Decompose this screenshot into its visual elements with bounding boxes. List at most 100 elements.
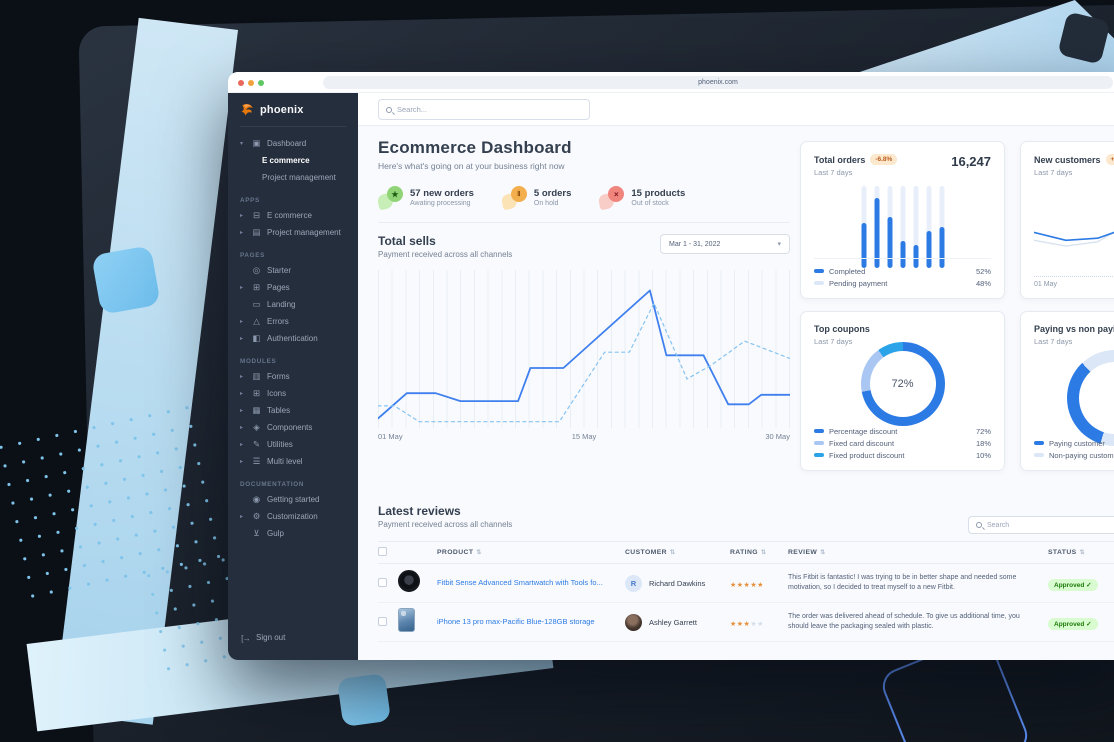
brand-logo[interactable]: phoenix bbox=[240, 93, 346, 127]
sidebar-item-landing[interactable]: Landing bbox=[240, 296, 346, 313]
new-customers-x-axis: 01 May bbox=[1034, 276, 1114, 288]
chevron-right-icon bbox=[240, 284, 246, 291]
product-link[interactable]: Fitbit Sense Advanced Smartwatch with To… bbox=[437, 578, 603, 588]
sidebar-item-errors[interactable]: Errors bbox=[240, 313, 346, 330]
col-status[interactable]: STATUS bbox=[1048, 541, 1114, 564]
decor-blue-square bbox=[91, 245, 161, 315]
total-orders-value: 16,247 bbox=[951, 154, 991, 169]
stat-orders-on-hold: Ⅱ 5 orders On hold bbox=[500, 186, 571, 211]
cart-icon bbox=[251, 210, 262, 221]
chevron-right-icon bbox=[240, 458, 246, 465]
reviews-table: PRODUCT CUSTOMER RATING REVIEW STATUS bbox=[378, 541, 1114, 642]
stat-out-of-stock: × 15 products Out of stock bbox=[597, 186, 685, 211]
sidebar: phoenix Dashboard E commerce Project man… bbox=[228, 93, 358, 660]
sidebar-item-components[interactable]: Components bbox=[240, 419, 346, 436]
browser-window: phoenix.com phoenix Dashboard E commerce bbox=[228, 72, 1114, 660]
col-customer[interactable]: CUSTOMER bbox=[625, 541, 730, 564]
product-image-iphone[interactable] bbox=[398, 607, 415, 632]
chevron-down-icon bbox=[240, 140, 246, 147]
review-text: This Fitbit is fantastic! I was trying t… bbox=[788, 573, 1017, 591]
product-link[interactable]: iPhone 13 pro max-Pacific Blue-128GB sto… bbox=[437, 617, 595, 627]
rating-stars: ★★★★★ bbox=[730, 582, 764, 589]
main-area: Search... Ecommerce Dashboard Here's wha… bbox=[358, 93, 1114, 660]
sidebar-item-utilities[interactable]: Utilities bbox=[240, 436, 346, 453]
url-bar[interactable]: phoenix.com bbox=[323, 76, 1113, 89]
rocket-icon bbox=[251, 494, 262, 505]
sidebar-item-project-management[interactable]: Project management bbox=[262, 173, 336, 182]
window-icon bbox=[251, 138, 262, 149]
col-review[interactable]: REVIEW bbox=[788, 541, 1048, 564]
review-text: The order was delivered ahead of schedul… bbox=[788, 612, 1020, 630]
product-image-smartwatch[interactable] bbox=[398, 569, 420, 592]
search-icon bbox=[386, 106, 392, 113]
sidebar-section-apps: APPS bbox=[240, 197, 260, 204]
sidebar-item-gulp[interactable]: Gulp bbox=[240, 525, 346, 542]
col-product[interactable] bbox=[398, 541, 437, 564]
status-badge: Approved bbox=[1048, 579, 1098, 591]
warning-icon bbox=[251, 316, 262, 327]
paying-donut bbox=[1067, 350, 1114, 446]
sidebar-item-apps-project-management[interactable]: Project management bbox=[240, 224, 346, 241]
page-title: Ecommerce Dashboard bbox=[378, 138, 572, 157]
global-search-input[interactable]: Search... bbox=[378, 99, 590, 120]
total-sells-x-axis: 01 May 15 May 30 May bbox=[378, 432, 790, 441]
row-checkbox[interactable] bbox=[378, 617, 387, 626]
reviews-search-input[interactable]: Search bbox=[968, 516, 1114, 534]
new-customers-change-badge: +26.5% bbox=[1105, 154, 1114, 165]
donut-center-label: 72% bbox=[891, 378, 914, 390]
chevron-right-icon bbox=[240, 212, 246, 219]
file-icon bbox=[251, 371, 262, 382]
sidebar-item-authentication[interactable]: Authentication bbox=[240, 330, 346, 347]
close-window-button[interactable] bbox=[238, 80, 244, 86]
col-rating[interactable]: RATING bbox=[730, 541, 788, 564]
stats-row: ★ 57 new orders Awating processing Ⅱ 5 o… bbox=[376, 186, 790, 223]
sidebar-item-customization[interactable]: Customization bbox=[240, 508, 346, 525]
select-all-checkbox[interactable] bbox=[378, 547, 387, 556]
minimize-window-button[interactable] bbox=[248, 80, 254, 86]
sidebar-section-pages: PAGES bbox=[240, 252, 266, 259]
monitor-icon bbox=[251, 299, 262, 310]
review-row: Fitbit Sense Advanced Smartwatch with To… bbox=[378, 563, 1114, 603]
dashboard-content: Ecommerce Dashboard Here's what's going … bbox=[358, 126, 1114, 660]
maximize-window-button[interactable] bbox=[258, 80, 264, 86]
latest-reviews-section: Latest reviews Payment received across a… bbox=[378, 504, 1114, 642]
sidebar-item-forms[interactable]: Forms bbox=[240, 368, 346, 385]
avatar: R bbox=[625, 574, 642, 592]
decor-blue-square bbox=[336, 672, 392, 728]
search-icon bbox=[976, 522, 982, 528]
total-orders-card: Total orders -6.8% Last 7 days 16,247 Co… bbox=[800, 141, 1005, 299]
chevron-right-icon bbox=[240, 335, 246, 342]
grid-icon bbox=[251, 388, 262, 399]
sidebar-item-ecommerce[interactable]: E commerce bbox=[262, 156, 310, 165]
chevron-right-icon bbox=[240, 229, 246, 236]
sidebar-item-dashboard[interactable]: Dashboard bbox=[240, 135, 346, 152]
top-coupons-legend: Percentage discount 72% Fixed card disco… bbox=[814, 425, 991, 461]
latest-reviews-title: Latest reviews bbox=[378, 504, 461, 518]
customer-name[interactable]: Richard Dawkins bbox=[649, 578, 706, 588]
sidebar-item-getting-started[interactable]: Getting started bbox=[240, 491, 346, 508]
sidebar-item-tables[interactable]: Tables bbox=[240, 402, 346, 419]
chevron-right-icon bbox=[240, 441, 246, 448]
table-icon bbox=[251, 405, 262, 416]
sidebar-item-icons[interactable]: Icons bbox=[240, 385, 346, 402]
date-range-select[interactable]: Mar 1 - 31, 2022 bbox=[660, 234, 790, 254]
brand-name: phoenix bbox=[260, 103, 304, 116]
compass-icon bbox=[251, 265, 262, 276]
sidebar-item-apps-ecommerce[interactable]: E commerce bbox=[240, 207, 346, 224]
layers-icon bbox=[251, 456, 262, 467]
chevron-right-icon bbox=[240, 424, 246, 431]
chevron-right-icon bbox=[240, 407, 246, 414]
col-product-label[interactable]: PRODUCT bbox=[437, 541, 625, 564]
signout-button[interactable]: Sign out bbox=[240, 629, 346, 646]
sidebar-item-multi-level[interactable]: Multi level bbox=[240, 453, 346, 470]
top-coupons-card: Top coupons Last 7 days 72% Percentage d… bbox=[800, 311, 1005, 471]
customer-name[interactable]: Ashley Garrett bbox=[649, 617, 697, 627]
components-icon bbox=[251, 422, 262, 433]
row-checkbox[interactable] bbox=[378, 578, 387, 587]
top-coupons-donut: 72% bbox=[860, 342, 945, 426]
sidebar-item-starter[interactable]: Starter bbox=[240, 262, 346, 279]
stat-new-orders: ★ 57 new orders Awating processing bbox=[376, 186, 474, 211]
signout-icon bbox=[240, 633, 251, 643]
sidebar-item-pages[interactable]: Pages bbox=[240, 279, 346, 296]
sidebar-section-modules: MODULES bbox=[240, 358, 277, 365]
